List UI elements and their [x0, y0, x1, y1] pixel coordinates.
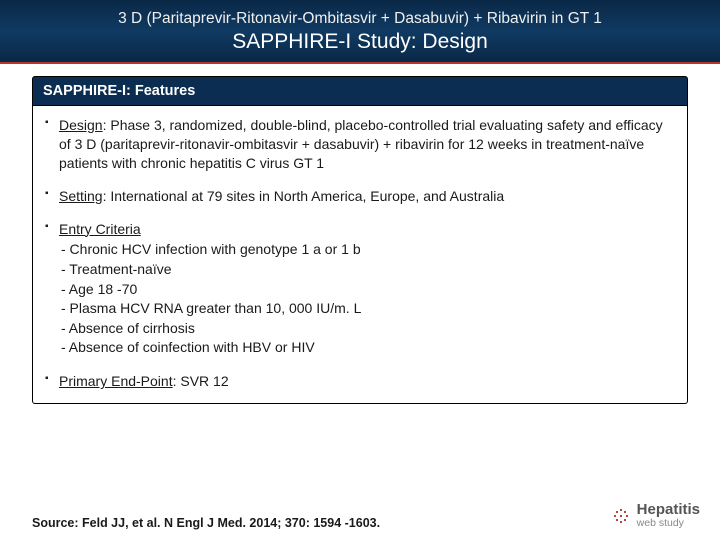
list-item: Design: Phase 3, randomized, double-blin…: [45, 116, 675, 173]
item-label: Setting: [59, 188, 103, 204]
item-text: : SVR 12: [173, 373, 229, 389]
list-item: Setting: International at 79 sites in No…: [45, 187, 675, 206]
slide-header: 3 D (Paritaprevir-Ritonavir-Ombitasvir +…: [0, 0, 720, 64]
source-citation: Source: Feld JJ, et al. N Engl J Med. 20…: [32, 516, 380, 530]
features-heading: SAPPHIRE-I: Features: [32, 76, 688, 106]
brand-subtitle: web study: [637, 518, 700, 530]
item-label: Design: [59, 117, 103, 133]
item-text: : Phase 3, randomized, double-blind, pla…: [59, 117, 663, 171]
sub-item: - Absence of coinfection with HBV or HIV: [61, 338, 675, 358]
brand-title: Hepatitis: [637, 502, 700, 519]
content-area: SAPPHIRE-I: Features Design: Phase 3, ra…: [0, 64, 720, 404]
sub-item: - Chronic HCV infection with genotype 1 …: [61, 240, 675, 260]
header-line2: SAPPHIRE-I Study: Design: [30, 30, 690, 54]
sub-item: - Absence of cirrhosis: [61, 319, 675, 339]
list-item: Entry Criteria - Chronic HCV infection w…: [45, 220, 675, 358]
sub-item: - Treatment-naïve: [61, 260, 675, 280]
brand-text: Hepatitis web study: [637, 502, 700, 530]
item-label: Primary End-Point: [59, 373, 173, 389]
entry-criteria-sublist: - Chronic HCV infection with genotype 1 …: [61, 240, 675, 358]
item-text: : International at 79 sites in North Ame…: [103, 188, 505, 204]
list-item: Primary End-Point: SVR 12: [45, 372, 675, 391]
header-line1: 3 D (Paritaprevir-Ritonavir-Ombitasvir +…: [30, 10, 690, 28]
features-list: Design: Phase 3, randomized, double-blin…: [45, 116, 675, 391]
sub-item: - Plasma HCV RNA greater than 10, 000 IU…: [61, 299, 675, 319]
item-label: Entry Criteria: [59, 221, 141, 237]
features-body: Design: Phase 3, randomized, double-blin…: [32, 106, 688, 404]
footer: Source: Feld JJ, et al. N Engl J Med. 20…: [32, 502, 700, 530]
sub-item: - Age 18 -70: [61, 280, 675, 300]
brand: Hepatitis web study: [611, 502, 700, 530]
brand-logo-icon: [611, 506, 631, 526]
